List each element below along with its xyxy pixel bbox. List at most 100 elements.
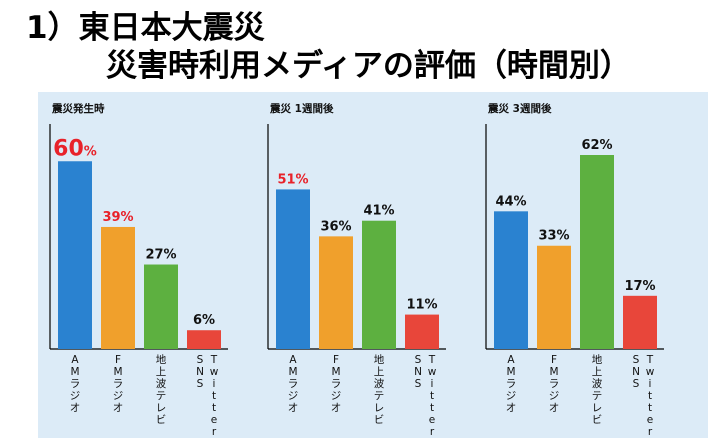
x-tick-label: ビ (156, 414, 167, 426)
data-label: 27% (145, 248, 176, 263)
data-label: 33% (538, 229, 569, 244)
x-tick-label: ジ (331, 390, 342, 402)
x-tick-label: ジ (70, 390, 81, 402)
bar (537, 245, 571, 349)
x-tick-label: M (288, 366, 297, 378)
bar (319, 236, 353, 349)
x-tick-label: N (632, 366, 640, 378)
x-tick-label: ラ (506, 378, 517, 390)
slide-title: 1）東日本大震災 災害時利用メディアの評価（時間別） (0, 0, 720, 92)
x-tick-label: S (415, 378, 422, 390)
x-tick-label: t (648, 390, 652, 402)
x-tick-label: S (633, 354, 640, 366)
x-tick-label: r (212, 426, 217, 438)
x-tick-label: ラ (113, 378, 124, 390)
data-label: 51% (277, 172, 308, 187)
x-tick-label: S (197, 378, 204, 390)
x-tick-label: ラ (70, 378, 81, 390)
data-label: 6% (193, 313, 215, 328)
chart-title: 震災発生時 (51, 102, 105, 115)
bar (494, 211, 528, 349)
x-tick-label: T (210, 354, 218, 366)
title-line-2: 災害時利用メディアの評価（時間別） (106, 48, 631, 84)
x-tick-label: N (414, 366, 422, 378)
x-tick-label: M (70, 366, 79, 378)
x-tick-label: t (648, 402, 652, 414)
x-tick-label: A (71, 354, 79, 366)
x-tick-label: i (213, 378, 216, 390)
x-tick-label: ジ (549, 390, 560, 402)
x-tick-label: T (646, 354, 654, 366)
x-tick-label: 波 (592, 377, 603, 390)
x-tick-label: t (212, 402, 216, 414)
data-label: 36% (320, 219, 351, 234)
x-tick-label: e (211, 414, 217, 426)
x-tick-label: オ (113, 402, 124, 414)
bar (580, 155, 614, 349)
x-tick-label: t (430, 402, 434, 414)
x-tick-label: A (289, 354, 297, 366)
x-tick-label: w (210, 366, 219, 378)
x-tick-label: ジ (288, 390, 299, 402)
x-tick-label: w (428, 366, 437, 378)
bar (362, 220, 396, 349)
bar (144, 264, 178, 349)
x-tick-label: i (431, 378, 434, 390)
x-tick-label: ラ (288, 378, 299, 390)
x-tick-label: 地 (374, 353, 385, 366)
x-tick-label: 上 (592, 366, 603, 378)
x-tick-label: 波 (156, 377, 167, 390)
x-tick-label: r (648, 426, 653, 438)
bar (623, 295, 657, 349)
x-tick-label: レ (592, 402, 603, 414)
x-tick-label: テ (592, 390, 603, 402)
x-tick-label: オ (288, 402, 299, 414)
x-tick-label: 地 (156, 353, 167, 366)
x-tick-label: S (633, 378, 640, 390)
x-tick-label: オ (506, 402, 517, 414)
x-tick-label: オ (549, 402, 560, 414)
x-tick-label: S (197, 354, 204, 366)
x-tick-label: ビ (374, 414, 385, 426)
x-tick-label: オ (70, 402, 81, 414)
bar (276, 189, 310, 349)
x-tick-label: M (331, 366, 340, 378)
data-label: 41% (363, 204, 394, 219)
x-tick-label: テ (156, 390, 167, 402)
x-tick-label: t (212, 390, 216, 402)
chart-title: 震災 3週間後 (487, 102, 552, 115)
x-tick-label: S (415, 354, 422, 366)
x-tick-label: 上 (374, 366, 385, 378)
data-label: 17% (624, 279, 655, 294)
x-tick-label: r (430, 426, 435, 438)
x-tick-label: ラ (331, 378, 342, 390)
x-tick-label: t (430, 390, 434, 402)
x-tick-label: 地 (592, 353, 603, 366)
title-line-1: 1）東日本大震災 (26, 10, 265, 46)
x-tick-label: オ (331, 402, 342, 414)
x-tick-label: レ (374, 402, 385, 414)
x-tick-label: ビ (592, 414, 603, 426)
data-label: 44% (495, 194, 526, 209)
bar (187, 330, 221, 349)
x-tick-label: ラ (549, 378, 560, 390)
x-tick-label: N (196, 366, 204, 378)
data-label: 62% (581, 138, 612, 153)
bar (58, 161, 92, 349)
data-label: 11% (406, 298, 437, 313)
x-tick-label: e (647, 414, 653, 426)
x-tick-label: レ (156, 402, 167, 414)
data-label: 39% (102, 210, 133, 225)
x-tick-label: ジ (113, 390, 124, 402)
x-tick-label: e (429, 414, 435, 426)
chart-title: 震災 1週間後 (269, 102, 334, 115)
data-label: 60% (53, 136, 97, 161)
x-tick-label: F (333, 354, 339, 366)
x-tick-label: テ (374, 390, 385, 402)
x-tick-label: i (649, 378, 652, 390)
x-tick-label: F (115, 354, 121, 366)
x-tick-label: 波 (374, 377, 385, 390)
x-tick-label: T (428, 354, 436, 366)
bar (405, 314, 439, 349)
x-tick-label: M (549, 366, 558, 378)
